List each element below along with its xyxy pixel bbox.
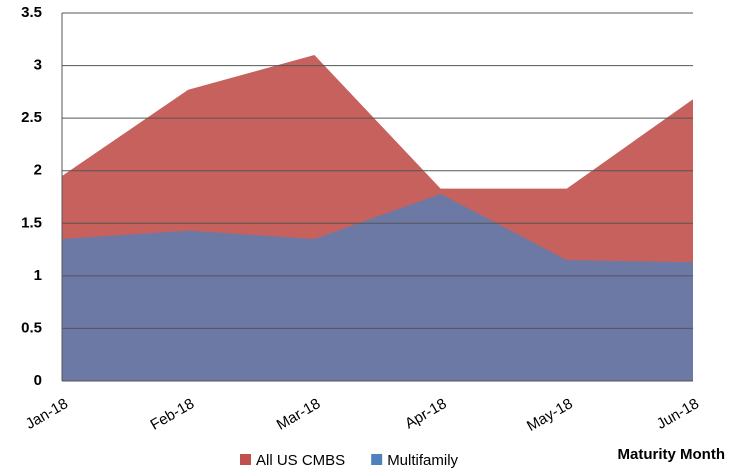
legend-label: Multifamily [387, 452, 458, 469]
x-tick-label: Feb-18 [148, 395, 198, 433]
x-tick-label: Mar-18 [274, 395, 324, 433]
y-tick-label: 1 [34, 267, 42, 284]
area [62, 193, 693, 381]
legend-swatch [371, 454, 383, 465]
x-tick-label: Jan-18 [23, 395, 71, 433]
y-tick-label: 1.5 [21, 214, 42, 231]
legend-swatch [240, 454, 251, 465]
x-tick-label: May-18 [524, 395, 576, 435]
y-tick-label: 0.5 [21, 319, 42, 336]
x-tick-label: Apr-18 [402, 395, 449, 432]
legend-label: All US CMBS [256, 452, 345, 469]
y-tick-label: 2.5 [21, 109, 42, 126]
x-tick-label: Jun-18 [654, 395, 702, 433]
y-tick-label: 3 [34, 57, 42, 74]
y-tick-label: 2 [34, 162, 42, 179]
y-tick-label: 0 [34, 372, 42, 389]
x-axis-title: Maturity Month [618, 446, 725, 463]
y-tick-label: 3.5 [21, 4, 42, 21]
